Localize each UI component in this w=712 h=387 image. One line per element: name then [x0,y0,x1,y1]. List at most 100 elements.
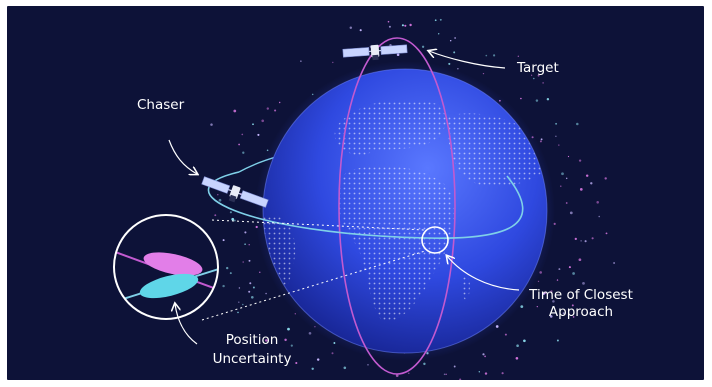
debris-particle [515,357,519,360]
tca-label-line1: Time of Closest [528,287,633,303]
debris-particle [343,366,347,370]
debris-particle [484,355,486,358]
debris-particle [454,37,456,39]
chaser-arrow [168,139,197,174]
debris-particle [241,133,244,136]
debris-particle [537,74,540,77]
debris-particle [395,374,399,377]
debris-particle [574,237,577,241]
debris-particle [582,282,585,285]
debris-particle [248,244,250,246]
position-label-line1: Position [226,332,279,348]
debris-particle [408,372,410,375]
debris-particle [546,97,550,101]
debris-particle [572,272,575,275]
debris-particle [242,261,244,263]
debris-particle [562,312,565,315]
debris-particle [349,26,353,29]
target-label: Target [516,60,559,76]
debris-particle [457,68,459,70]
debris-field [187,18,616,380]
debris-particle [226,266,229,270]
debris-particle [459,378,462,380]
debris-particle [278,101,281,104]
debris-particle [214,214,217,217]
debris-particle [598,215,600,218]
debris-particle [284,338,287,342]
debris-particle [387,20,390,23]
debris-particle [516,344,519,348]
debris-particle [300,60,302,62]
debris-particle [218,198,222,202]
debris-particle [257,133,260,136]
debris-particle [409,23,412,27]
debris-particle [249,282,252,285]
debris-particle [561,172,564,176]
debris-particle [565,177,568,180]
debris-particle [252,286,255,289]
debris-particle [590,182,593,185]
debris-particle [478,371,480,373]
target-orbit [338,37,456,375]
debris-particle [332,61,334,64]
debris-particle [535,99,539,102]
debris-particle [569,211,573,215]
debris-particle [578,258,582,262]
debris-particle [287,327,290,331]
uncertainty-zoom [113,214,219,320]
debris-particle [244,243,246,245]
debris-particle [493,54,496,57]
debris-particle [482,353,485,356]
debris-particle [576,122,579,126]
debris-particle [396,53,400,56]
debris-particle [571,304,574,307]
debris-particle [567,155,570,158]
debris-particle [233,219,236,222]
debris-particle [222,284,225,288]
debris-particle [523,339,526,343]
debris-particle [517,55,519,57]
debris-particle [331,352,334,355]
debris-particle [401,24,404,27]
debris-particle [558,144,560,146]
debris-particle [229,211,232,214]
debris-particle [242,151,245,154]
debris-particle [549,315,553,318]
debris-particle [591,237,594,240]
debris-particle [308,331,312,335]
debris-particle [501,372,504,375]
debris-particle [238,301,240,303]
debris-particle [242,303,244,306]
debris-particle [231,217,235,221]
zoom-line-top [211,219,426,231]
debris-particle [265,339,268,342]
debris-particle [311,367,314,371]
debris-particle [555,135,557,137]
debris-particle [217,194,219,196]
debris-particle [421,45,425,48]
debris-particle [572,316,575,318]
tca-arrow [447,256,520,291]
debris-particle [443,373,446,376]
debris-particle [530,74,533,76]
debris-particle [229,272,232,275]
debris-particle [266,107,269,110]
debris-particle [552,300,555,303]
debris-particle [578,159,582,162]
debris-particle [485,54,488,57]
debris-particle [259,271,261,273]
debris-particle [560,185,562,187]
target-arrow [429,51,506,69]
debris-particle [482,72,485,75]
debris-particle [550,290,553,293]
chaser-orbit [207,171,524,239]
debris-particle [367,364,369,366]
debris-particle [556,279,559,281]
satellite-icon [201,176,269,208]
zoom-line-bottom [201,250,426,321]
chaser-satellite [201,176,269,208]
debris-particle [604,177,607,180]
debris-particle [238,287,241,289]
debris-particle [434,19,437,22]
debris-particle [252,123,254,126]
